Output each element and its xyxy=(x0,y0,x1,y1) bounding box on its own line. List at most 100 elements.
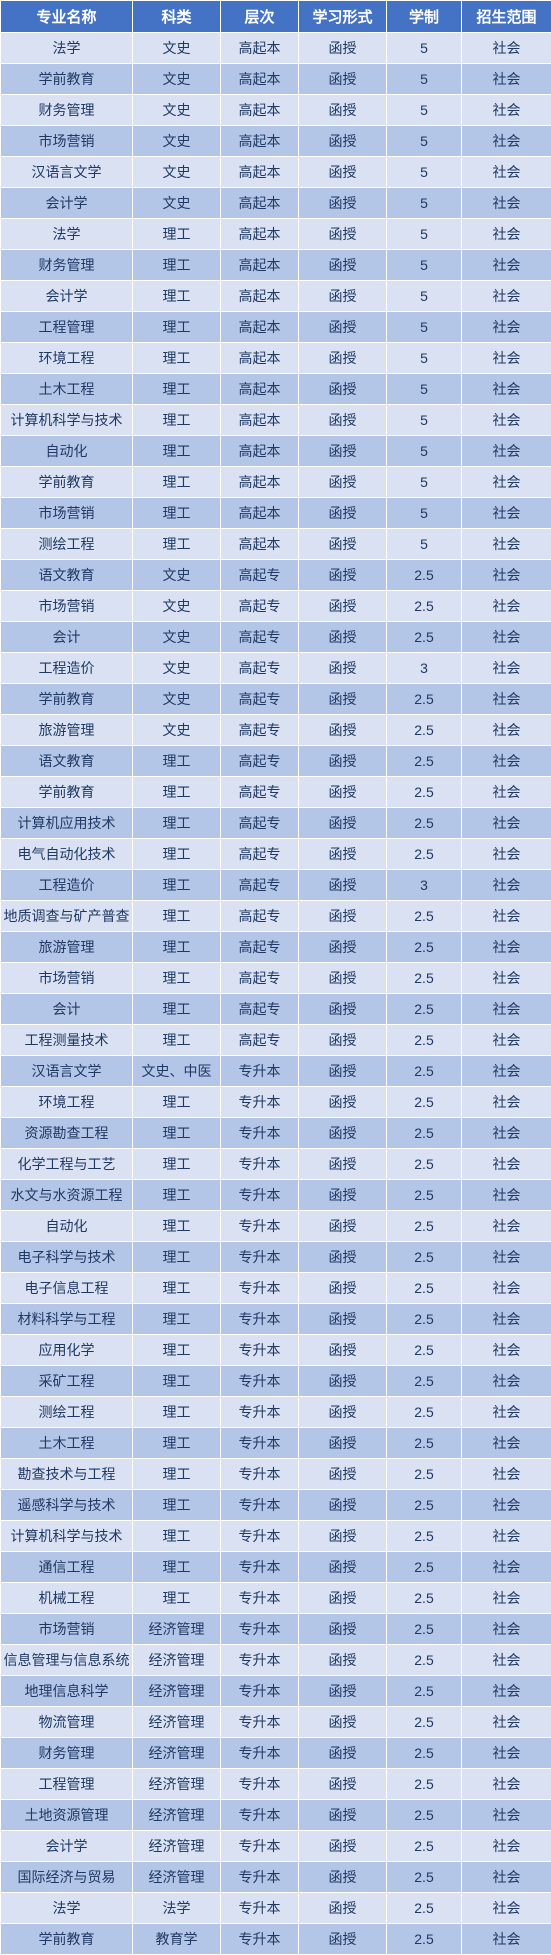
cell-2: 高起专 xyxy=(221,963,299,994)
cell-5: 社会 xyxy=(462,591,551,622)
cell-1: 理工 xyxy=(133,312,221,343)
cell-0: 学前教育 xyxy=(1,684,133,715)
table-row: 环境工程理工专升本函授2.5社会 xyxy=(1,1087,551,1118)
cell-0: 汉语言文学 xyxy=(1,157,133,188)
cell-2: 专升本 xyxy=(221,1490,299,1521)
cell-5: 社会 xyxy=(462,343,551,374)
cell-1: 理工 xyxy=(133,1242,221,1273)
cell-5: 社会 xyxy=(462,1335,551,1366)
table-row: 学前教育文史高起专函授2.5社会 xyxy=(1,684,551,715)
cell-0: 通信工程 xyxy=(1,1552,133,1583)
cell-3: 函授 xyxy=(299,1738,387,1769)
cell-2: 专升本 xyxy=(221,1676,299,1707)
cell-1: 理工 xyxy=(133,1490,221,1521)
cell-1: 理工 xyxy=(133,1552,221,1583)
cell-5: 社会 xyxy=(462,1459,551,1490)
cell-3: 函授 xyxy=(299,1924,387,1955)
cell-0: 测绘工程 xyxy=(1,529,133,560)
cell-3: 函授 xyxy=(299,95,387,126)
cell-4: 2.5 xyxy=(387,901,462,932)
cell-2: 高起专 xyxy=(221,994,299,1025)
cell-4: 5 xyxy=(387,33,462,64)
cell-4: 5 xyxy=(387,374,462,405)
table-row: 工程造价理工高起专函授3社会 xyxy=(1,870,551,901)
cell-1: 经济管理 xyxy=(133,1862,221,1893)
cell-0: 学前教育 xyxy=(1,1924,133,1955)
cell-1: 理工 xyxy=(133,746,221,777)
cell-4: 2.5 xyxy=(387,1769,462,1800)
cell-3: 函授 xyxy=(299,1335,387,1366)
cell-4: 2.5 xyxy=(387,1614,462,1645)
cell-0: 市场营销 xyxy=(1,591,133,622)
table-row: 应用化学理工专升本函授2.5社会 xyxy=(1,1335,551,1366)
cell-0: 信息管理与信息系统 xyxy=(1,1645,133,1676)
cell-2: 专升本 xyxy=(221,1614,299,1645)
cell-3: 函授 xyxy=(299,1242,387,1273)
cell-5: 社会 xyxy=(462,1614,551,1645)
cell-0: 会计学 xyxy=(1,188,133,219)
cell-0: 土木工程 xyxy=(1,374,133,405)
cell-3: 函授 xyxy=(299,1056,387,1087)
cell-4: 5 xyxy=(387,312,462,343)
cell-0: 测绘工程 xyxy=(1,1397,133,1428)
table-row: 市场营销文史高起专函授2.5社会 xyxy=(1,591,551,622)
cell-0: 法学 xyxy=(1,33,133,64)
cell-2: 高起专 xyxy=(221,901,299,932)
cell-3: 函授 xyxy=(299,405,387,436)
cell-0: 材料科学与工程 xyxy=(1,1304,133,1335)
cell-5: 社会 xyxy=(462,95,551,126)
cell-4: 2.5 xyxy=(387,1893,462,1924)
cell-5: 社会 xyxy=(462,312,551,343)
table-row: 计算机科学与技术理工高起本函授5社会 xyxy=(1,405,551,436)
cell-4: 2.5 xyxy=(387,1025,462,1056)
cell-4: 2.5 xyxy=(387,1211,462,1242)
cell-4: 5 xyxy=(387,126,462,157)
cell-1: 经济管理 xyxy=(133,1800,221,1831)
cell-2: 专升本 xyxy=(221,1273,299,1304)
cell-3: 函授 xyxy=(299,1583,387,1614)
cell-4: 5 xyxy=(387,405,462,436)
cell-3: 函授 xyxy=(299,1676,387,1707)
cell-5: 社会 xyxy=(462,1645,551,1676)
cell-1: 理工 xyxy=(133,1087,221,1118)
cell-4: 2.5 xyxy=(387,715,462,746)
cell-5: 社会 xyxy=(462,932,551,963)
cell-0: 财务管理 xyxy=(1,95,133,126)
cell-5: 社会 xyxy=(462,1304,551,1335)
cell-0: 会计 xyxy=(1,994,133,1025)
col-header-2: 层次 xyxy=(221,1,299,33)
cell-5: 社会 xyxy=(462,157,551,188)
cell-0: 市场营销 xyxy=(1,498,133,529)
table-row: 会计学经济管理专升本函授2.5社会 xyxy=(1,1831,551,1862)
table-row: 环境工程理工高起本函授5社会 xyxy=(1,343,551,374)
table-row: 市场营销经济管理专升本函授2.5社会 xyxy=(1,1614,551,1645)
cell-5: 社会 xyxy=(462,1118,551,1149)
cell-2: 高起本 xyxy=(221,529,299,560)
table-row: 汉语言文学文史、中医专升本函授2.5社会 xyxy=(1,1056,551,1087)
cell-5: 社会 xyxy=(462,1893,551,1924)
cell-2: 高起专 xyxy=(221,591,299,622)
cell-0: 财务管理 xyxy=(1,1738,133,1769)
cell-2: 高起专 xyxy=(221,932,299,963)
cell-0: 化学工程与工艺 xyxy=(1,1149,133,1180)
table-row: 测绘工程理工高起本函授5社会 xyxy=(1,529,551,560)
table-row: 电子科学与技术理工专升本函授2.5社会 xyxy=(1,1242,551,1273)
cell-2: 高起本 xyxy=(221,498,299,529)
cell-1: 理工 xyxy=(133,870,221,901)
cell-2: 专升本 xyxy=(221,1583,299,1614)
cell-4: 2.5 xyxy=(387,1273,462,1304)
cell-1: 理工 xyxy=(133,1428,221,1459)
cell-1: 理工 xyxy=(133,1025,221,1056)
table-row: 土地资源管理经济管理专升本函授2.5社会 xyxy=(1,1800,551,1831)
cell-3: 函授 xyxy=(299,777,387,808)
cell-2: 专升本 xyxy=(221,1459,299,1490)
cell-4: 2.5 xyxy=(387,808,462,839)
cell-2: 专升本 xyxy=(221,1428,299,1459)
cell-0: 会计学 xyxy=(1,281,133,312)
cell-4: 5 xyxy=(387,529,462,560)
cell-1: 文史 xyxy=(133,560,221,591)
cell-1: 理工 xyxy=(133,1583,221,1614)
cell-2: 专升本 xyxy=(221,1707,299,1738)
cell-0: 采矿工程 xyxy=(1,1366,133,1397)
cell-4: 2.5 xyxy=(387,591,462,622)
